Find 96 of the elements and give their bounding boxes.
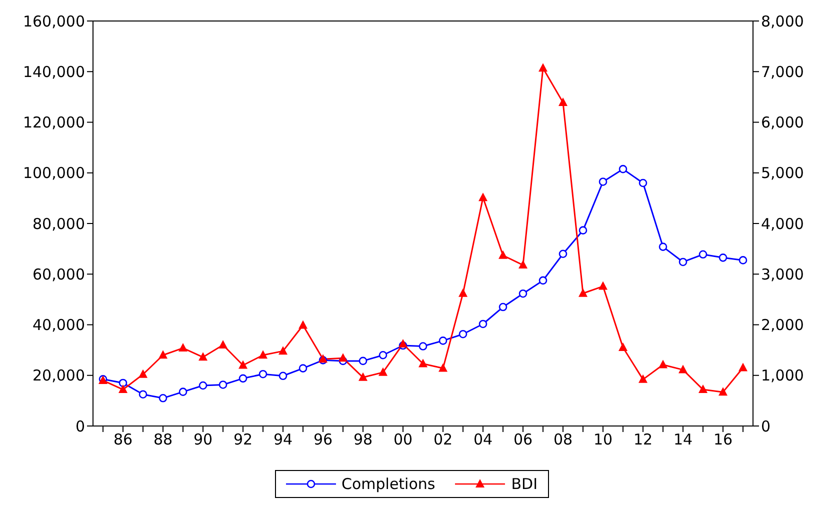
y2-tick-label: 2,000	[761, 316, 804, 334]
point	[218, 380, 228, 389]
y2-tick-label: 1,000	[761, 366, 804, 385]
point	[578, 288, 588, 297]
point	[738, 256, 748, 264]
point	[338, 353, 348, 362]
point	[198, 381, 208, 390]
point	[158, 394, 168, 402]
point	[558, 98, 568, 106]
y2-tick-label: 5,000	[761, 164, 804, 182]
point	[678, 364, 688, 374]
point	[458, 330, 468, 338]
point	[358, 372, 368, 381]
point	[378, 367, 388, 376]
point	[298, 320, 308, 329]
y-tick-label: 140,000	[22, 62, 85, 81]
x-tick-label: 96	[313, 430, 333, 449]
y2-tick-label: 4,000	[761, 214, 804, 233]
point	[738, 362, 748, 372]
point	[598, 178, 608, 186]
x-tick-label: 16	[713, 430, 733, 449]
y-tick-label: 60,000	[32, 265, 85, 284]
point	[198, 352, 208, 361]
y-tick-label: 40,000	[32, 316, 85, 334]
point	[658, 360, 668, 368]
x-tick-label: 10	[593, 430, 613, 449]
x-tick-label: 90	[193, 430, 213, 449]
x-tick-label: 04	[473, 430, 493, 449]
point	[258, 350, 268, 359]
x-tick-label: 12	[633, 430, 653, 449]
point	[118, 378, 128, 388]
point	[658, 242, 668, 251]
point	[418, 342, 428, 350]
legend-label: BDI	[511, 475, 538, 493]
y2-tick-label: 8,000	[761, 12, 804, 30]
point	[118, 384, 128, 394]
point	[558, 250, 568, 258]
point	[178, 388, 188, 396]
y2-tick-label: 7,000	[761, 62, 804, 81]
x-tick-label: 88	[153, 430, 173, 449]
point	[418, 358, 428, 368]
x-tick-label: 00	[393, 430, 413, 449]
point	[638, 178, 648, 188]
point	[138, 369, 148, 378]
point	[238, 374, 248, 383]
point	[518, 260, 528, 269]
point	[478, 192, 488, 202]
legend-label: Completions	[342, 475, 436, 493]
y-tick-label: 160,000	[22, 12, 85, 30]
point	[598, 281, 608, 290]
x-tick-label: 14	[673, 430, 693, 449]
y-tick-label: 100,000	[22, 164, 85, 182]
y2-tick-label: 6,000	[761, 114, 804, 132]
point	[678, 258, 688, 266]
point	[478, 320, 488, 328]
x-tick-label: 06	[513, 430, 533, 449]
point	[698, 384, 708, 394]
point	[718, 254, 728, 262]
x-tick-label: 98	[353, 430, 373, 449]
point	[518, 289, 528, 298]
y2-tick-label: 0	[761, 417, 771, 436]
point	[498, 302, 508, 312]
x-tick-label: 08	[553, 430, 573, 449]
point	[438, 363, 448, 372]
y-tick-label: 120,000	[22, 114, 85, 132]
x-tick-label: 86	[113, 430, 133, 449]
point	[178, 343, 188, 352]
point	[378, 350, 388, 360]
y-tick-label: 20,000	[32, 366, 85, 385]
point	[538, 276, 548, 285]
x-tick-label: 94	[273, 430, 293, 449]
point	[458, 288, 468, 297]
point	[218, 340, 228, 348]
point	[138, 390, 148, 399]
x-tick-label: 92	[233, 430, 253, 449]
x-tick-label: 02	[433, 430, 453, 449]
point	[258, 370, 268, 378]
y2-tick-label: 3,000	[761, 265, 804, 284]
point	[238, 360, 248, 369]
y-tick-label: 80,000	[32, 214, 85, 233]
point	[698, 250, 708, 259]
point	[718, 387, 728, 396]
point	[538, 63, 548, 72]
point	[158, 350, 168, 359]
point	[618, 164, 628, 174]
point	[638, 374, 648, 383]
point	[438, 336, 448, 345]
y-tick-label: 0	[75, 417, 85, 436]
point	[578, 226, 588, 234]
point	[498, 250, 508, 259]
point	[398, 338, 408, 348]
point	[298, 364, 308, 372]
point	[358, 356, 368, 366]
point	[278, 372, 288, 380]
point	[278, 346, 288, 355]
point	[618, 342, 628, 352]
